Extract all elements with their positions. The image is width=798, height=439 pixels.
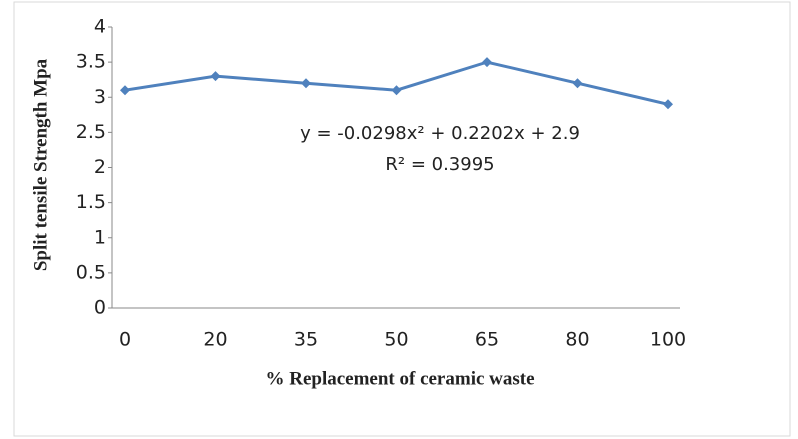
y-tick-label: 3.5 <box>76 51 106 73</box>
data-marker <box>391 85 402 96</box>
y-tick-label: 0.5 <box>76 261 106 283</box>
chart-border <box>13 1 791 437</box>
y-tick-label: 3 <box>94 86 106 108</box>
y-tick-label: 2.5 <box>76 121 106 143</box>
data-marker <box>210 71 221 82</box>
x-axis-title: % Replacement of ceramic waste <box>265 368 534 389</box>
x-tick-label: 20 <box>203 329 227 351</box>
x-tick-label: 35 <box>294 329 318 351</box>
data-marker <box>482 57 492 68</box>
data-marker <box>301 78 311 89</box>
x-tick-label: 65 <box>475 329 499 351</box>
r-squared: R² = 0.3995 <box>385 154 494 175</box>
y-tick-label: 1.5 <box>76 191 106 213</box>
data-marker <box>120 85 130 96</box>
y-tick-label: 1 <box>94 226 106 248</box>
data-marker <box>663 99 673 110</box>
x-tick-label: 100 <box>650 329 686 351</box>
x-tick-label: 80 <box>565 329 589 351</box>
data-line <box>124 60 669 106</box>
y-tick-label: 0 <box>94 297 106 319</box>
x-tick-label: 50 <box>384 329 408 351</box>
y-tick-label: 2 <box>94 156 106 178</box>
y-axis-title: Split tensile Strength Mpa <box>30 58 51 271</box>
trendline-equation: y = -0.0298x² + 0.2202x + 2.9 <box>300 123 580 144</box>
data-marker <box>572 78 583 89</box>
y-tick-label: 4 <box>94 16 106 38</box>
x-tick-label: 0 <box>119 329 131 351</box>
